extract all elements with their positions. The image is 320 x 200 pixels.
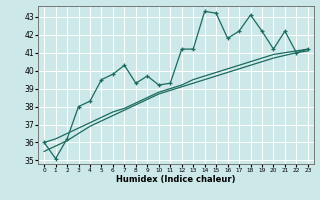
X-axis label: Humidex (Indice chaleur): Humidex (Indice chaleur): [116, 175, 236, 184]
